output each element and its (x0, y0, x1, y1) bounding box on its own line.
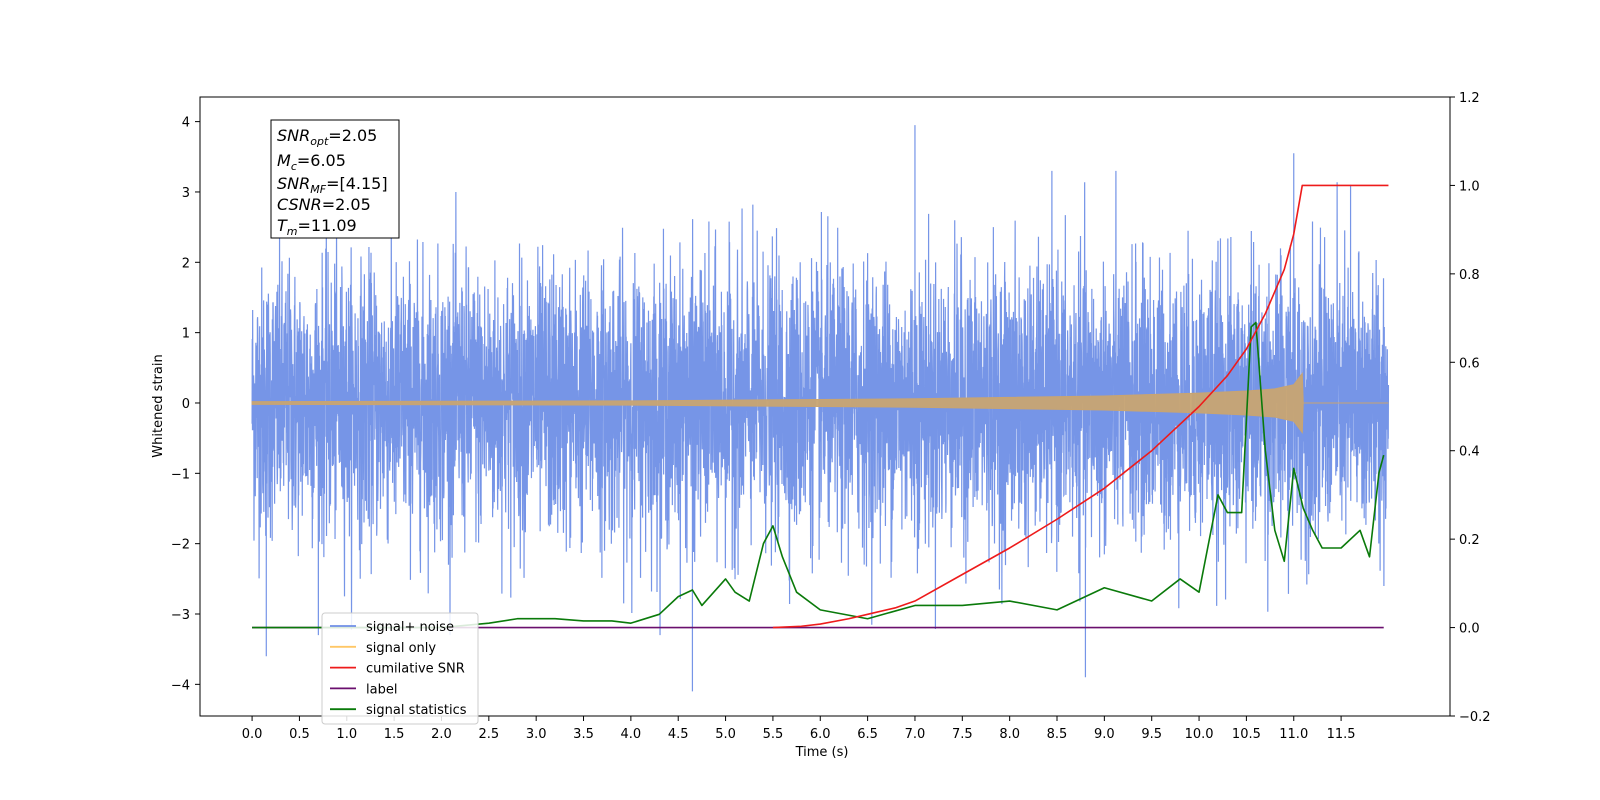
x-tick-label: 10.5 (1232, 727, 1261, 742)
series-signal-statistics (252, 321, 1385, 629)
x-tick-label: 3.5 (573, 727, 594, 742)
x-tick-label: 7.5 (952, 727, 973, 742)
series-signal-only (251, 372, 1389, 434)
x-tick-label: 1.5 (384, 727, 405, 742)
annotation-line: SNRopt=2.05 (277, 126, 377, 148)
y-left-tick-label: 2 (182, 256, 190, 271)
y-right-tick-label: 0.4 (1459, 445, 1480, 460)
x-tick-label: 11.0 (1279, 727, 1308, 742)
series-signal-plus-noise (251, 125, 1390, 692)
y-left-tick-label: 4 (182, 116, 190, 131)
plot-frame (199, 96, 1451, 717)
y-right-tick-label: 1.2 (1459, 91, 1480, 106)
legend-entry-label: signal+ noise (366, 620, 454, 635)
x-tick-label: 6.5 (857, 727, 878, 742)
x-tick-label: 1.0 (336, 727, 357, 742)
y-axis-left-label: Whitened strain (151, 354, 166, 457)
x-tick-label: 9.0 (1094, 727, 1115, 742)
annotation-frame (270, 119, 400, 239)
y-right-tick-label: 1.0 (1459, 179, 1480, 194)
annotation-line: CSNR=2.05 (277, 195, 371, 214)
x-axis: 0.0 0.5 1.0 1.5 2.0 2.5 3.0 3.5 4.0 4.5 5.0 5.5 6.0 6… (242, 716, 1356, 742)
x-tick-label: 8.0 (999, 727, 1020, 742)
annotation-line: Mc=6.05 (277, 151, 346, 173)
y-left-tick-label: 1 (182, 327, 190, 342)
y-right-tick-label: 0.8 (1459, 268, 1480, 283)
y-left-tick-label: −1 (171, 467, 190, 482)
x-tick-label: 7.0 (905, 727, 926, 742)
legend-entry-label: cumilative SNR (366, 662, 465, 677)
x-tick-label: 8.5 (1047, 727, 1068, 742)
legend-entry-label: signal only (366, 641, 436, 656)
y-right-tick-label: 0.6 (1459, 356, 1480, 371)
y-right-tick-label: 0.0 (1459, 622, 1480, 637)
y-left-tick-label: 0 (182, 397, 190, 412)
y-left-tick-label: −3 (171, 608, 190, 623)
legend-entry-label: label (366, 682, 397, 697)
x-tick-label: 6.0 (810, 727, 831, 742)
y-axis-left: 4 3 2 1 0 −1 −2 −3 −4 (171, 116, 200, 693)
series-cumulative-snr (772, 184, 1389, 629)
y-axis-right: 1.2 1.0 0.8 0.6 0.4 0.2 0.0 −0.2 (1450, 91, 1491, 725)
y-left-tick-label: −2 (171, 538, 190, 553)
x-tick-label: 2.0 (431, 727, 452, 742)
x-tick-label: 4.5 (668, 727, 689, 742)
legend: signal+ noise signal only cumilative SNR la… (321, 612, 479, 725)
y-left-tick-label: −4 (171, 678, 190, 693)
x-tick-label: 0.0 (242, 727, 263, 742)
y-left-tick-label: 3 (182, 186, 190, 201)
legend-entry-label: signal statistics (366, 703, 467, 718)
x-tick-label: 5.5 (763, 727, 784, 742)
x-tick-label: 10.0 (1185, 727, 1214, 742)
series-layer (251, 125, 1390, 692)
x-tick-label: 4.0 (621, 727, 642, 742)
x-axis-label: Time (s) (795, 745, 849, 760)
annotation-line: SNRMF=[4.15] (277, 174, 388, 196)
x-tick-label: 0.5 (289, 727, 310, 742)
y-right-tick-label: 0.2 (1459, 533, 1480, 548)
x-tick-label: 11.5 (1327, 727, 1356, 742)
x-tick-label: 9.5 (1141, 727, 1162, 742)
x-tick-label: 2.5 (478, 727, 499, 742)
y-right-tick-label: −0.2 (1459, 710, 1491, 725)
annotation-line: Tm=11.09 (277, 216, 357, 238)
legend-frame (321, 612, 479, 725)
x-tick-label: 3.0 (526, 727, 547, 742)
x-tick-label: 5.0 (715, 727, 736, 742)
